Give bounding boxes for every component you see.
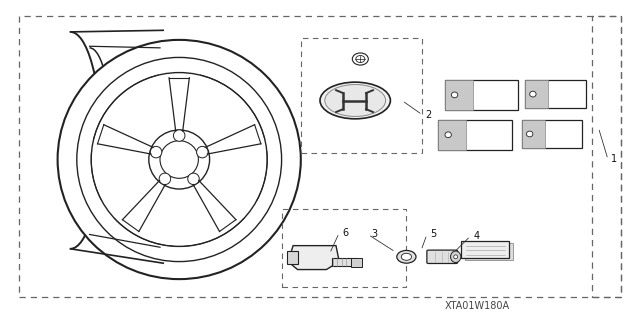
Bar <box>461 241 509 258</box>
Ellipse shape <box>352 53 368 65</box>
Text: 4: 4 <box>474 231 480 241</box>
Bar <box>438 120 467 150</box>
Bar <box>465 243 513 260</box>
Ellipse shape <box>77 57 282 262</box>
Bar <box>525 80 586 108</box>
Bar <box>282 209 406 287</box>
Ellipse shape <box>397 250 416 263</box>
Bar <box>332 258 357 266</box>
Ellipse shape <box>196 146 208 158</box>
Text: 3: 3 <box>371 229 378 240</box>
Ellipse shape <box>149 130 210 189</box>
Bar <box>438 120 512 150</box>
Ellipse shape <box>454 255 458 259</box>
Ellipse shape <box>451 251 461 263</box>
Ellipse shape <box>451 92 458 98</box>
Bar <box>522 120 545 148</box>
Text: 2: 2 <box>426 110 432 120</box>
Ellipse shape <box>150 146 162 158</box>
Bar <box>301 38 422 153</box>
Polygon shape <box>288 246 339 270</box>
Ellipse shape <box>160 141 198 178</box>
Ellipse shape <box>401 253 412 260</box>
Bar <box>351 258 362 267</box>
Ellipse shape <box>325 85 385 116</box>
Bar <box>522 120 545 148</box>
Bar <box>445 80 518 110</box>
Ellipse shape <box>320 82 390 119</box>
Bar <box>522 120 582 148</box>
Text: XTA01W180A: XTA01W180A <box>445 301 510 311</box>
Ellipse shape <box>92 73 268 247</box>
Bar <box>445 80 473 110</box>
Text: 5: 5 <box>430 229 436 240</box>
Bar <box>19 16 621 297</box>
Ellipse shape <box>356 56 365 63</box>
Text: 1: 1 <box>611 154 618 165</box>
FancyBboxPatch shape <box>427 250 458 263</box>
Bar <box>445 80 473 110</box>
Ellipse shape <box>173 130 185 141</box>
Ellipse shape <box>527 131 533 137</box>
Ellipse shape <box>159 173 171 185</box>
Bar <box>438 120 467 150</box>
Bar <box>592 16 621 297</box>
Ellipse shape <box>530 91 536 97</box>
Ellipse shape <box>445 132 451 138</box>
Ellipse shape <box>58 40 301 279</box>
Bar <box>525 80 548 108</box>
Bar <box>287 251 298 264</box>
Ellipse shape <box>188 173 199 185</box>
Text: 6: 6 <box>342 228 349 238</box>
Bar <box>525 80 548 108</box>
